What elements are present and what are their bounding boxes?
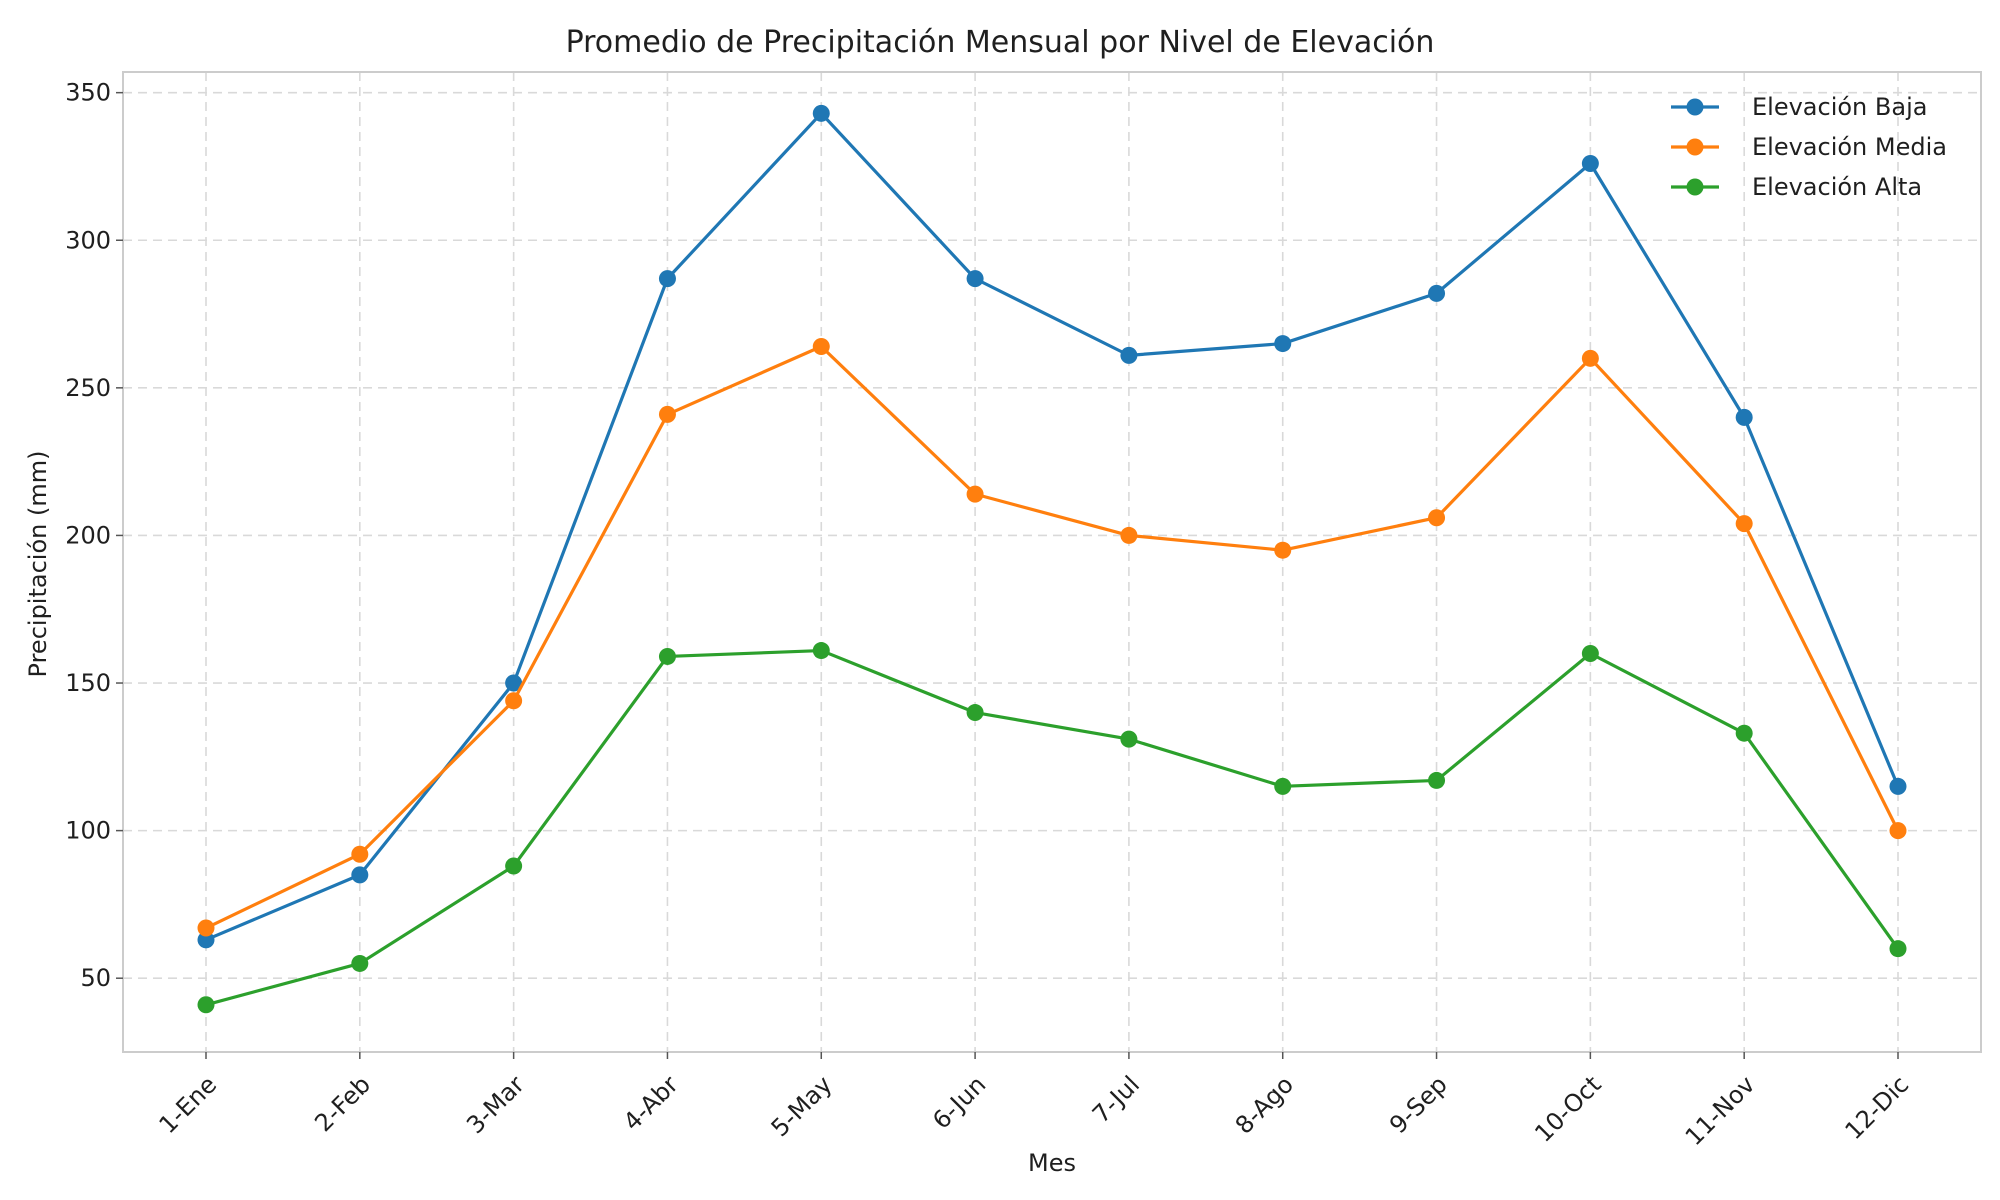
data-point xyxy=(1428,284,1446,302)
legend-label: Elevación Alta xyxy=(1752,173,1922,201)
data-point xyxy=(812,338,830,356)
series-1 xyxy=(197,104,1907,949)
data-point xyxy=(658,270,676,288)
x-axis-label: Mes xyxy=(1028,1149,1076,1177)
data-point xyxy=(1120,526,1138,544)
data-point xyxy=(1735,724,1753,742)
data-point xyxy=(1581,349,1599,367)
data-point xyxy=(1274,777,1292,795)
legend-label: Elevación Media xyxy=(1752,133,1947,161)
legend: Elevación Baja Elevación Media Elevación A… xyxy=(1671,93,1947,201)
data-point xyxy=(197,996,215,1014)
data-point xyxy=(1274,335,1292,353)
data-point xyxy=(505,857,523,875)
data-point xyxy=(351,845,369,863)
legend-marker xyxy=(1686,178,1704,196)
plot-frame xyxy=(122,71,1982,1053)
legend-label: Elevación Baja xyxy=(1752,93,1927,121)
grid-lines xyxy=(123,72,1981,1052)
data-point xyxy=(351,866,369,884)
data-point xyxy=(197,919,215,937)
data-point xyxy=(1120,730,1138,748)
legend-item: Elevación Baja xyxy=(1671,93,1927,121)
data-point xyxy=(812,642,830,660)
data-point xyxy=(1581,155,1599,173)
series-line xyxy=(205,111,1900,942)
data-point xyxy=(1889,940,1907,958)
series-layer xyxy=(197,104,1907,1014)
legend-item: Elevación Alta xyxy=(1671,173,1922,201)
series-3 xyxy=(197,642,1907,1014)
legend-marker xyxy=(1686,138,1704,156)
data-point xyxy=(966,270,984,288)
data-point xyxy=(966,485,984,503)
y-axis-ticks: 50 100 150 200 250 300 350 xyxy=(65,79,123,992)
legend-marker xyxy=(1686,98,1704,116)
data-point xyxy=(351,954,369,972)
data-point xyxy=(505,674,523,692)
data-point xyxy=(505,692,523,710)
y-tick-label: 250 xyxy=(65,374,111,402)
chart-title: Promedio de Precipitación Mensual por Ni… xyxy=(566,25,1435,60)
y-axis-label: Precipitación (mm) xyxy=(24,451,52,678)
data-point xyxy=(197,931,215,949)
data-point xyxy=(1120,346,1138,364)
data-point xyxy=(812,104,830,122)
series-line xyxy=(205,648,1900,1007)
data-point xyxy=(1428,771,1446,789)
y-tick-label: 100 xyxy=(65,817,111,845)
y-tick-label: 300 xyxy=(65,226,111,254)
series-line xyxy=(205,344,1900,930)
y-tick-label: 50 xyxy=(80,964,111,992)
data-point xyxy=(1735,515,1753,533)
series-2 xyxy=(197,338,1907,937)
y-tick-label: 150 xyxy=(65,669,111,697)
data-point xyxy=(1889,822,1907,840)
data-point xyxy=(1735,408,1753,426)
y-tick-label: 200 xyxy=(65,521,111,549)
data-point xyxy=(658,405,676,423)
data-point xyxy=(1428,509,1446,527)
data-point xyxy=(658,647,676,665)
data-point xyxy=(1274,541,1292,559)
data-point xyxy=(966,704,984,722)
data-point xyxy=(1889,777,1907,795)
data-point xyxy=(1581,645,1599,663)
legend-item: Elevación Media xyxy=(1671,133,1947,161)
y-tick-label: 350 xyxy=(65,79,111,107)
